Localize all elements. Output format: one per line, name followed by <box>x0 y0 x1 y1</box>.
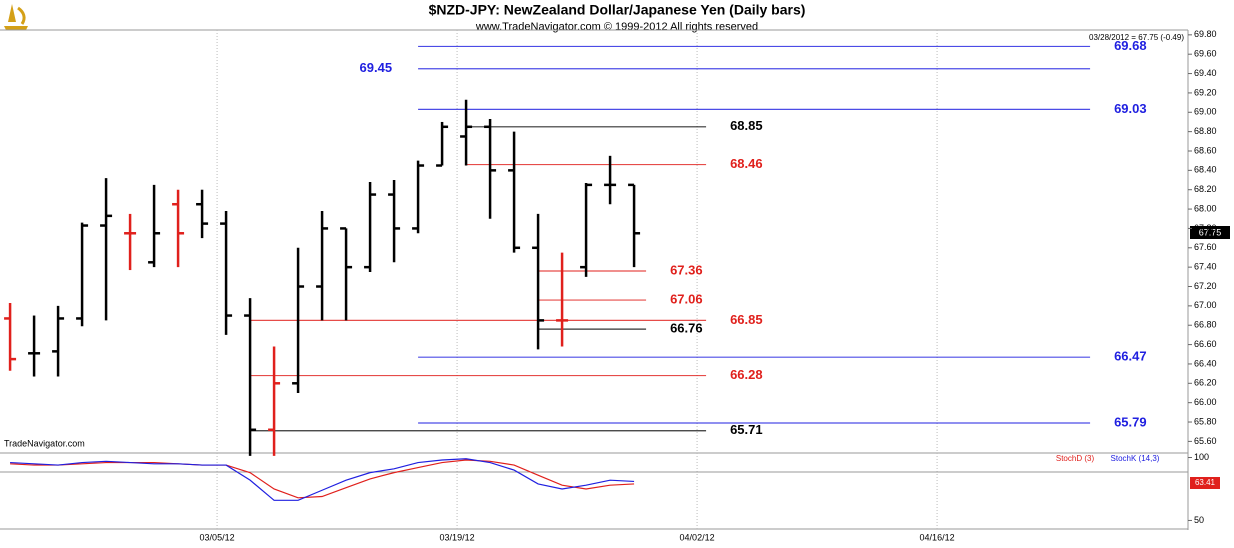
y-tick-label: 67.60 <box>1194 242 1217 252</box>
chart-title: $NZD-JPY: NewZealand Dollar/Japanese Yen… <box>429 2 806 18</box>
level-label: 68.46 <box>730 156 763 171</box>
y-tick-label: 69.60 <box>1194 49 1217 59</box>
x-tick-label: 04/02/12 <box>680 532 715 542</box>
stoch-tick-label: 50 <box>1194 515 1204 525</box>
y-tick-label: 68.60 <box>1194 145 1217 155</box>
y-tick-label: 65.60 <box>1194 436 1217 446</box>
y-tick-label: 66.00 <box>1194 397 1217 407</box>
y-tick-label: 68.20 <box>1194 184 1217 194</box>
level-label: 67.06 <box>670 291 703 306</box>
y-tick-label: 69.00 <box>1194 107 1217 117</box>
level-label: 66.47 <box>1114 349 1147 364</box>
watermark: TradeNavigator.com <box>4 438 85 448</box>
level-label: 65.79 <box>1114 414 1147 429</box>
y-tick-label: 67.20 <box>1194 281 1217 291</box>
subtitle: www.TradeNavigator.com © 1999-2012 All r… <box>475 21 758 33</box>
level-label: 69.45 <box>360 60 393 75</box>
level-label: 66.85 <box>730 312 763 327</box>
y-tick-label: 66.80 <box>1194 320 1217 330</box>
y-tick-label: 69.80 <box>1194 29 1217 39</box>
level-label: 68.85 <box>730 118 763 133</box>
last-price: 67.75 <box>1199 227 1222 237</box>
level-label: 67.36 <box>670 262 703 277</box>
y-tick-label: 67.40 <box>1194 262 1217 272</box>
y-tick-label: 68.40 <box>1194 165 1217 175</box>
logo <box>4 4 28 30</box>
y-tick-label: 65.80 <box>1194 416 1217 426</box>
y-tick-label: 68.00 <box>1194 203 1217 213</box>
level-label: 66.28 <box>730 367 763 382</box>
x-tick-label: 03/05/12 <box>200 532 235 542</box>
stoch-line <box>10 459 635 499</box>
level-label: 69.03 <box>1114 101 1147 116</box>
x-tick-label: 03/19/12 <box>440 532 475 542</box>
x-tick-label: 04/16/12 <box>920 532 955 542</box>
stoch-last-box <box>1190 477 1220 489</box>
y-tick-label: 69.40 <box>1194 68 1217 78</box>
level-label: 69.68 <box>1114 38 1147 53</box>
stoch-tick-label: 100 <box>1194 452 1209 462</box>
y-tick-label: 69.20 <box>1194 87 1217 97</box>
y-tick-label: 66.20 <box>1194 378 1217 388</box>
level-label: 65.71 <box>730 422 763 437</box>
y-tick-label: 67.80 <box>1194 223 1217 233</box>
stoch-line <box>10 458 635 501</box>
y-tick-label: 68.80 <box>1194 126 1217 136</box>
last-price-box <box>1190 226 1230 239</box>
price-info: 03/28/2012 = 67.75 (-0.49) <box>1089 33 1184 42</box>
y-tick-label: 67.00 <box>1194 300 1217 310</box>
stoch-last: 63.41 <box>1195 478 1216 487</box>
level-label: 66.76 <box>670 321 703 336</box>
legend-entry: StochK (14,3) <box>1111 454 1160 463</box>
y-tick-label: 66.60 <box>1194 339 1217 349</box>
y-tick-label: 66.40 <box>1194 358 1217 368</box>
legend-entry: StochD (3) <box>1056 454 1095 463</box>
